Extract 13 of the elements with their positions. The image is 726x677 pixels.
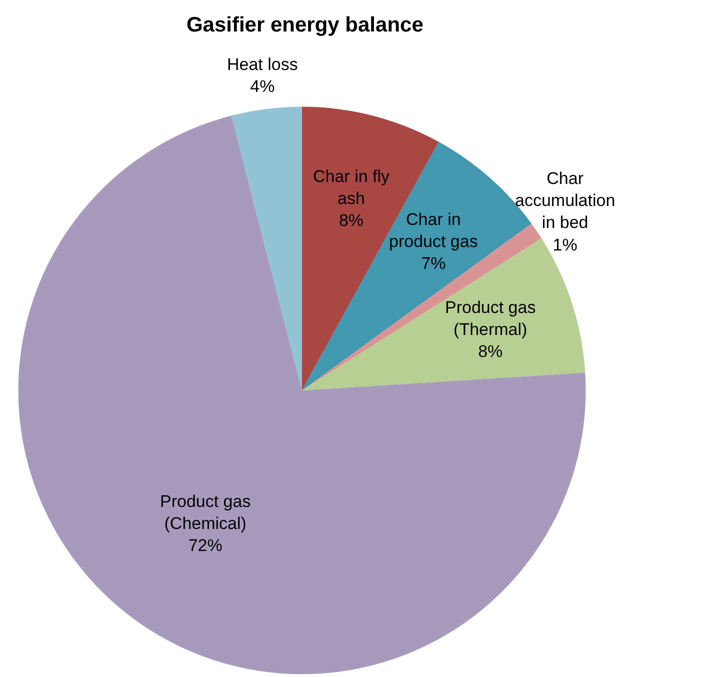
slice-label: Char in fly ash	[313, 167, 390, 208]
slice-label: Heat loss	[227, 55, 298, 74]
data-label: 8%	[338, 211, 364, 230]
data-label: 7%	[421, 254, 446, 274]
slice-label: Char in product gas	[389, 210, 478, 252]
data-label: 72%	[188, 536, 222, 556]
slice-label: Product gas (Thermal)	[445, 298, 536, 340]
data-label: 4%	[250, 77, 275, 96]
slice-label: Product gas (Chemical)	[160, 492, 251, 534]
slice-label: Char accumulation in bed	[515, 169, 616, 232]
data-label: 8%	[478, 342, 503, 362]
chart-title: Gasifier energy balance	[186, 14, 424, 37]
data-label: 1%	[552, 235, 578, 254]
